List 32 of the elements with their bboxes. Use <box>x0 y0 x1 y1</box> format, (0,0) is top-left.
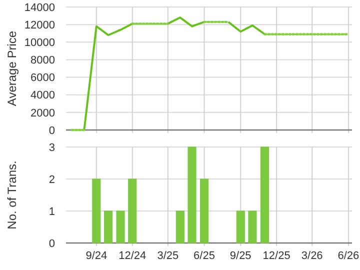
x-tick-label: 12/25 <box>262 250 290 262</box>
y-tick-label: 0 <box>48 238 55 250</box>
x-tick-label: 9/24 <box>86 250 108 262</box>
y-axis-title: No. of Trans. <box>5 160 19 230</box>
bar <box>176 210 184 244</box>
bar <box>200 178 209 244</box>
y-tick-label: 2 <box>48 174 55 186</box>
y-tick-label: 14000 <box>24 2 55 14</box>
y-tick-label: 12000 <box>24 19 55 32</box>
x-tick-label: 12/24 <box>118 250 146 262</box>
bar <box>116 210 125 244</box>
bar <box>260 146 269 244</box>
y-axis-title: Average Price <box>5 30 19 106</box>
x-tick-label: 6/25 <box>194 250 215 262</box>
bar <box>248 210 257 244</box>
x-tick-label: 6/26 <box>338 250 360 262</box>
y-tick-label: 10000 <box>24 36 55 49</box>
x-tick-label: 9/25 <box>230 250 252 262</box>
x-tick-label: 3/26 <box>301 250 323 262</box>
x-tick-label: 3/25 <box>157 250 179 262</box>
y-tick-label: 0 <box>48 124 55 137</box>
y-tick-label: 2000 <box>30 107 55 120</box>
bar <box>104 210 113 244</box>
y-tick-label: 3 <box>48 142 55 154</box>
y-tick-label: 4000 <box>30 90 55 102</box>
bar <box>236 210 245 244</box>
y-tick-label: 8000 <box>30 54 55 67</box>
y-tick-label: 6000 <box>30 72 55 84</box>
y-tick-label: 1 <box>48 206 55 218</box>
bar <box>188 146 196 244</box>
bar <box>128 178 137 244</box>
bar <box>92 178 101 244</box>
